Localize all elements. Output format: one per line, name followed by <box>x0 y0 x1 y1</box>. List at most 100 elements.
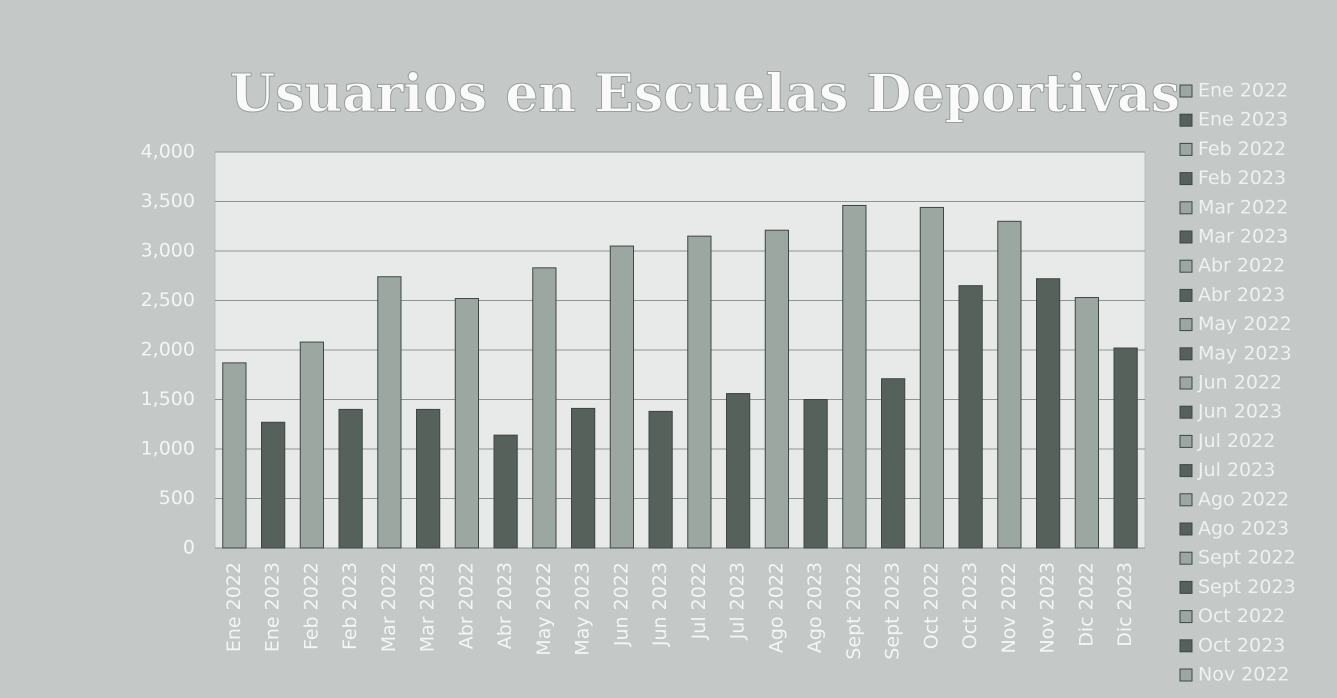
x-tick-label: Jun 2022 <box>610 562 632 647</box>
bar <box>726 393 751 549</box>
legend-swatch <box>1179 347 1193 361</box>
bar <box>803 399 828 549</box>
legend-swatch <box>1179 493 1193 507</box>
legend-label: Mar 2023 <box>1198 226 1288 248</box>
bar <box>1036 278 1061 549</box>
x-tick-label: Sept 2023 <box>882 562 904 660</box>
legend-label: Oct 2023 <box>1198 634 1285 656</box>
legend-label: Sept 2023 <box>1198 576 1296 598</box>
y-tick-label: 2,000 <box>141 339 195 361</box>
x-tick-label: Ene 2023 <box>262 562 284 652</box>
bar <box>842 204 867 549</box>
y-tick-label: 3,000 <box>141 240 195 262</box>
y-tick-label: 500 <box>159 487 195 509</box>
bar <box>532 267 557 549</box>
legend-label: May 2022 <box>1198 313 1292 335</box>
legend-swatch <box>1179 551 1193 565</box>
legend-label: Abr 2022 <box>1198 255 1285 277</box>
y-tick-label: 0 <box>183 537 195 559</box>
x-tick-label: Oct 2023 <box>959 562 981 649</box>
y-tick-label: 1,000 <box>141 438 195 460</box>
x-tick-label: Ene 2022 <box>223 562 245 652</box>
legend-label: Ago 2022 <box>1198 488 1289 510</box>
chart-title: Usuarios en Escuelas Deportivas <box>230 64 1180 125</box>
bar <box>454 298 479 549</box>
x-tick-label: Ago 2023 <box>804 562 826 653</box>
y-tick-label: 3,500 <box>141 190 195 212</box>
bar <box>764 229 789 549</box>
legend-label: Jul 2023 <box>1197 459 1275 481</box>
x-tick-label: Dic 2023 <box>1114 562 1136 647</box>
legend-swatch <box>1179 142 1193 156</box>
x-tick-label: Nov 2023 <box>1037 562 1059 653</box>
bar <box>571 407 596 549</box>
bar <box>299 341 324 549</box>
legend-swatch <box>1179 464 1193 478</box>
legend-label: Ene 2022 <box>1198 80 1288 102</box>
bar <box>648 410 673 549</box>
legend-label: Feb 2023 <box>1198 167 1286 189</box>
legend-swatch <box>1179 201 1193 215</box>
x-tick-label: Nov 2022 <box>998 562 1020 653</box>
bar <box>881 378 906 549</box>
legend-swatch <box>1179 668 1193 682</box>
legend-swatch <box>1179 639 1193 653</box>
legend-swatch <box>1179 376 1193 390</box>
bar <box>222 362 247 549</box>
y-tick-label: 2,500 <box>141 289 195 311</box>
legend-swatch <box>1179 610 1193 624</box>
x-tick-label: Ago 2022 <box>765 562 787 653</box>
legend-swatch <box>1179 318 1193 332</box>
x-tick-label: Mar 2023 <box>417 562 439 652</box>
legend-label: Jun 2022 <box>1197 372 1282 394</box>
legend-label: Ene 2023 <box>1198 109 1288 131</box>
legend-label: May 2023 <box>1198 342 1292 364</box>
x-tick-label: May 2022 <box>533 562 555 656</box>
legend-swatch <box>1179 172 1193 186</box>
x-tick-label: Abr 2022 <box>455 562 477 649</box>
legend-swatch <box>1179 580 1193 594</box>
bar <box>493 434 518 549</box>
x-tick-label: Feb 2022 <box>300 562 322 650</box>
x-tick-label: Sept 2022 <box>843 562 865 660</box>
x-tick-label: Jun 2023 <box>649 562 671 647</box>
y-tick-label: 4,000 <box>141 141 195 163</box>
bar <box>416 408 441 549</box>
legend-swatch <box>1179 405 1193 419</box>
bar <box>919 206 944 549</box>
legend-swatch <box>1179 522 1193 536</box>
x-tick-label: Oct 2022 <box>920 562 942 649</box>
x-tick-label: Jul 2022 <box>688 562 710 640</box>
bar <box>609 245 634 549</box>
legend-label: Mar 2022 <box>1198 196 1288 218</box>
x-tick-label: Abr 2023 <box>494 562 516 649</box>
legend-label: Sept 2022 <box>1198 547 1296 569</box>
x-tick-label: Feb 2023 <box>339 562 361 650</box>
legend-label: Abr 2023 <box>1198 284 1285 306</box>
legend-swatch <box>1179 434 1193 448</box>
legend-swatch <box>1179 230 1193 244</box>
bar <box>687 235 712 549</box>
legend-label: Ago 2023 <box>1198 518 1289 540</box>
legend-swatch <box>1179 259 1193 273</box>
bar <box>997 220 1022 549</box>
bar <box>261 421 286 549</box>
legend-swatch <box>1179 113 1193 127</box>
legend-swatch <box>1179 288 1193 302</box>
bar <box>1113 347 1138 549</box>
legend-label: Nov 2022 <box>1198 664 1289 686</box>
bar <box>1074 297 1099 549</box>
legend-label: Oct 2022 <box>1198 605 1285 627</box>
x-tick-label: Jul 2023 <box>727 562 749 640</box>
bar <box>958 285 983 549</box>
x-tick-label: Mar 2022 <box>378 562 400 652</box>
legend-label: Feb 2022 <box>1198 138 1286 160</box>
x-tick-label: Dic 2022 <box>1075 562 1097 647</box>
y-tick-label: 1,500 <box>141 388 195 410</box>
bar <box>338 408 363 549</box>
legend-swatch <box>1179 84 1193 98</box>
legend-label: Jun 2023 <box>1197 401 1282 423</box>
bar <box>377 276 402 549</box>
x-tick-label: May 2023 <box>572 562 594 656</box>
